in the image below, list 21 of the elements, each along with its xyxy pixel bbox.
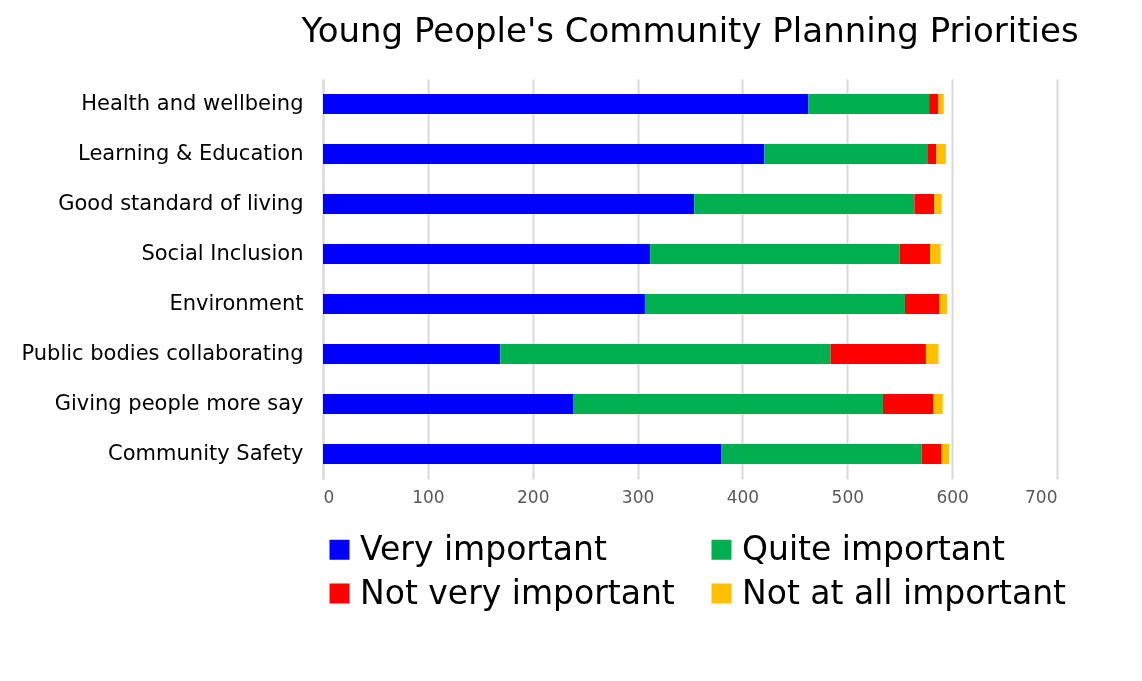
x-tick-label: 600 <box>936 486 969 507</box>
x-tick-label: 500 <box>831 486 865 507</box>
legend-label: Not at all important <box>742 572 1067 612</box>
x-tick-label: 300 <box>621 486 655 507</box>
y-tick-label: Learning & Education <box>78 141 304 165</box>
y-tick-label: Community Safety <box>108 441 304 465</box>
legend-label: Not very important <box>360 572 675 612</box>
y-tick-label: Good standard of living <box>58 191 304 215</box>
y-tick-label: Health and wellbeing <box>81 91 304 115</box>
x-tick-label: 700 <box>1025 486 1058 507</box>
x-tick-label: 0 <box>323 486 335 507</box>
legend-label: Quite important <box>742 528 1005 568</box>
x-tick-label: 100 <box>412 486 445 507</box>
y-tick-label: Environment <box>169 291 304 315</box>
chart-title: Young People's Community Planning Priorities <box>300 10 1079 50</box>
y-tick-label: Public bodies collaborating <box>21 341 304 365</box>
y-tick-label: Giving people more say <box>54 391 304 415</box>
x-tick-label: 400 <box>726 486 760 507</box>
y-tick-label: Social Inclusion <box>141 241 304 265</box>
legend-label: Very important <box>360 528 607 568</box>
x-tick-label: 200 <box>516 486 550 507</box>
